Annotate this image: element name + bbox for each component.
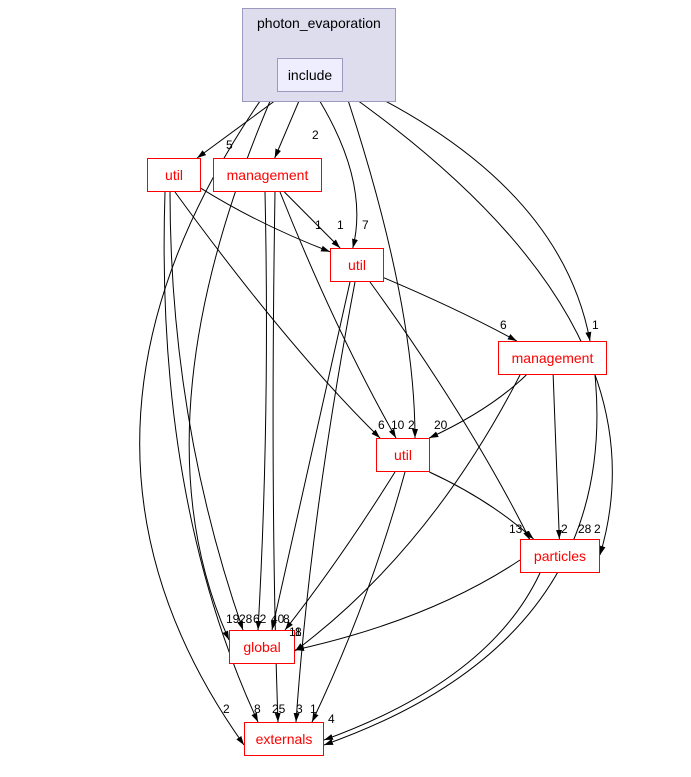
edge-label-management2-particles: 2	[561, 522, 568, 536]
edge-util2-management2	[384, 278, 517, 341]
edge-label-management1-util3: 10	[391, 418, 404, 432]
edge-label-particles-global: 8	[295, 625, 302, 639]
edge-label-management2-externals: 4	[328, 712, 335, 726]
edge-label-util2-externals: 3	[296, 702, 303, 716]
node-management-2-label: management	[512, 350, 594, 366]
node-particles-label: particles	[534, 548, 586, 564]
edge-include-particles	[343, 90, 612, 555]
edge-label-include-util2: 7	[362, 218, 369, 232]
edge-label-include-global: 19	[226, 612, 239, 626]
edge-label-util2-management2: 6	[500, 318, 507, 332]
node-global[interactable]: global	[229, 630, 295, 664]
edge-label-util2-particles: 13	[509, 522, 522, 536]
edge-label-include-externals: 2	[223, 702, 230, 716]
edge-label-util1-global: 28	[239, 612, 252, 626]
edge-label-management2-util3: 20	[434, 418, 447, 432]
node-util-2[interactable]: util	[330, 248, 384, 282]
edge-label-management1-util2: 1	[337, 218, 344, 232]
edge-label-include-management1: 2	[312, 128, 319, 142]
edge-include-management2	[343, 80, 590, 341]
node-include-label: include	[288, 67, 332, 83]
edge-util2-global	[272, 282, 350, 630]
edge-management1-util2	[284, 192, 340, 248]
node-particles[interactable]: particles	[520, 539, 600, 573]
group-label: photon_evaporation	[257, 15, 381, 31]
node-management-1[interactable]: management	[213, 158, 322, 192]
node-externals-label: externals	[256, 731, 313, 747]
node-util-2-label: util	[348, 257, 366, 273]
edge-label-util1-util3: 6	[378, 418, 385, 432]
edge-label-util1-externals: 8	[254, 702, 261, 716]
edge-label-include-management2: 1	[592, 318, 599, 332]
edge-label-util3-particles: 28	[578, 522, 591, 536]
edge-label-util3-externals: 1	[310, 702, 317, 716]
edge-util1-global	[170, 192, 243, 630]
node-management-2[interactable]: management	[498, 341, 607, 375]
edge-label-management1-externals: 25	[272, 702, 285, 716]
node-global-label: global	[243, 639, 280, 655]
edge-particles-global	[295, 560, 520, 650]
dependency-graph-edges	[0, 0, 691, 777]
node-management-1-label: management	[227, 167, 309, 183]
edge-util3-global	[285, 472, 395, 630]
edge-management2-particles	[553, 375, 559, 539]
edge-management2-global	[295, 375, 520, 651]
edge-label-include-particles: 2	[594, 522, 601, 536]
node-util-1[interactable]: util	[147, 158, 201, 192]
node-util-3-label: util	[394, 447, 412, 463]
edge-particles-externals	[324, 573, 540, 740]
edge-label-management1-global: 62	[253, 612, 266, 626]
edge-label-include-util3: 2	[408, 418, 415, 432]
node-externals[interactable]: externals	[244, 722, 324, 756]
node-util-3[interactable]: util	[376, 438, 430, 472]
node-include[interactable]: include	[277, 58, 343, 92]
edge-management1-global	[258, 192, 266, 630]
node-util-1-label: util	[165, 167, 183, 183]
edge-label-util1-util2: 1	[315, 218, 322, 232]
edge-util2-externals	[296, 282, 355, 722]
edge-label-include-util1: 5	[226, 138, 233, 152]
edge-label-util3-global: 8	[283, 612, 290, 626]
